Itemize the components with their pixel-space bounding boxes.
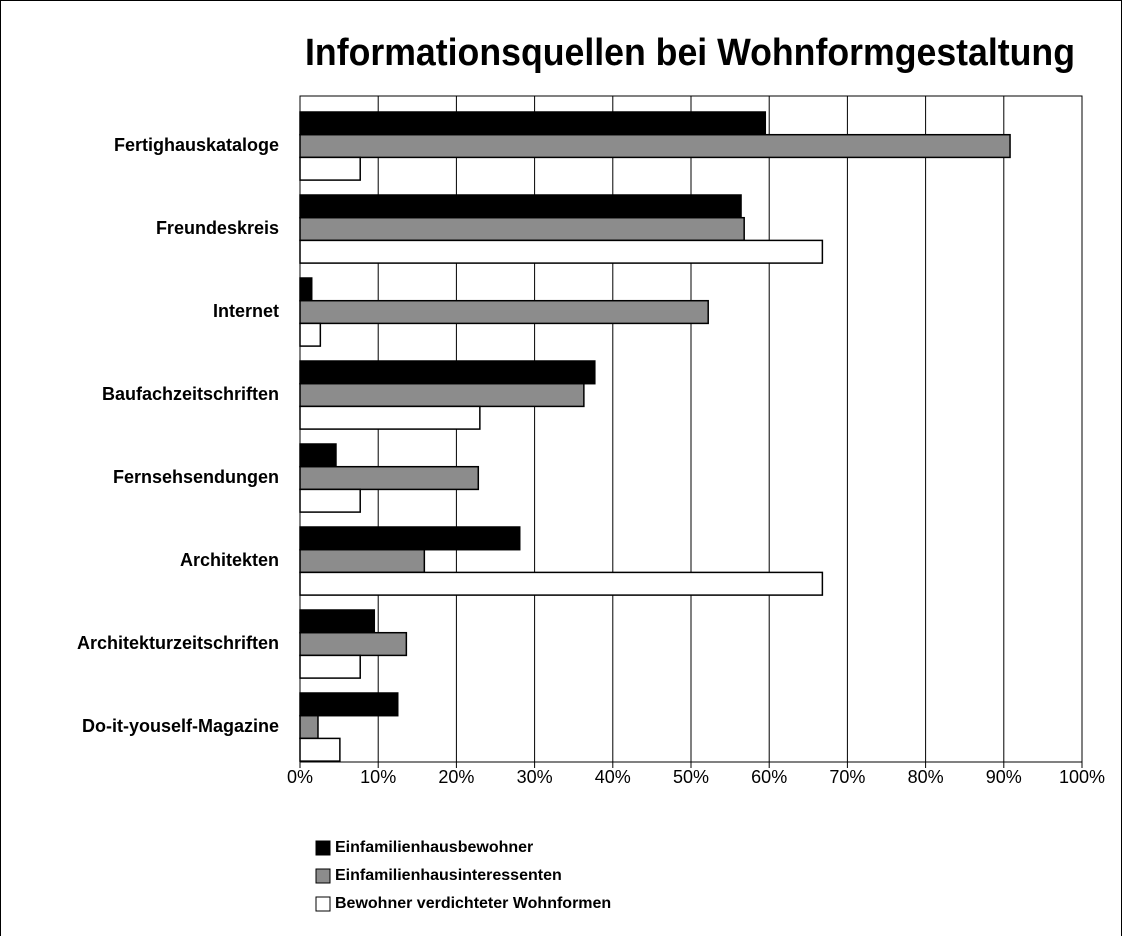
x-tick-label: 60% (751, 767, 787, 787)
y-tick-label: Architekten (180, 550, 279, 570)
bar (299, 299, 709, 325)
bar (299, 737, 341, 762)
bar (299, 133, 1011, 159)
x-tick-label: 0% (287, 767, 313, 787)
bar (299, 277, 313, 302)
bar (299, 443, 337, 468)
bar (299, 609, 376, 634)
x-tick-label: 20% (438, 767, 474, 787)
chart-title: Informationsquellen bei Wohnformgestaltu… (305, 32, 1075, 74)
x-tick-label: 40% (595, 767, 631, 787)
bar (299, 571, 824, 596)
bar (299, 548, 426, 574)
bar (299, 382, 585, 408)
legend-label: Einfamilienhausbewohner (335, 839, 533, 856)
bar (299, 111, 767, 136)
legend-swatch (315, 840, 331, 856)
bar (299, 654, 361, 679)
y-tick-label: Fernsehsendungen (113, 467, 279, 487)
x-tick-label: 70% (829, 767, 865, 787)
x-tick-label: 50% (673, 767, 709, 787)
bar (299, 216, 745, 242)
y-tick-label: Baufachzeitschriften (102, 384, 279, 404)
bar (299, 631, 408, 657)
x-tick-label: 100% (1059, 767, 1105, 787)
x-tick-label: 10% (360, 767, 396, 787)
legend-swatch (315, 896, 331, 912)
legend-label: Einfamilienhausinteressenten (335, 867, 562, 884)
bar (299, 194, 742, 219)
x-tick-label: 80% (908, 767, 944, 787)
x-tick-label: 30% (517, 767, 553, 787)
bar (299, 465, 480, 491)
y-tick-label: Fertighauskataloge (114, 135, 279, 155)
bar (299, 156, 361, 181)
y-tick-label: Architekturzeitschriften (77, 633, 279, 653)
bar (299, 692, 399, 717)
bar (299, 360, 596, 385)
x-tick-label: 90% (986, 767, 1022, 787)
legend-label: Bewohner verdichteter Wohnformen (335, 895, 611, 912)
bar (299, 526, 521, 551)
legend-swatch (315, 868, 331, 884)
bar (299, 405, 481, 430)
bar (299, 714, 319, 740)
y-tick-label: Internet (213, 301, 279, 321)
bar (299, 488, 361, 513)
y-tick-label: Freundeskreis (156, 218, 279, 238)
bar (299, 239, 824, 264)
y-tick-label: Do-it-youself-Magazine (82, 716, 279, 736)
bar (299, 322, 322, 347)
